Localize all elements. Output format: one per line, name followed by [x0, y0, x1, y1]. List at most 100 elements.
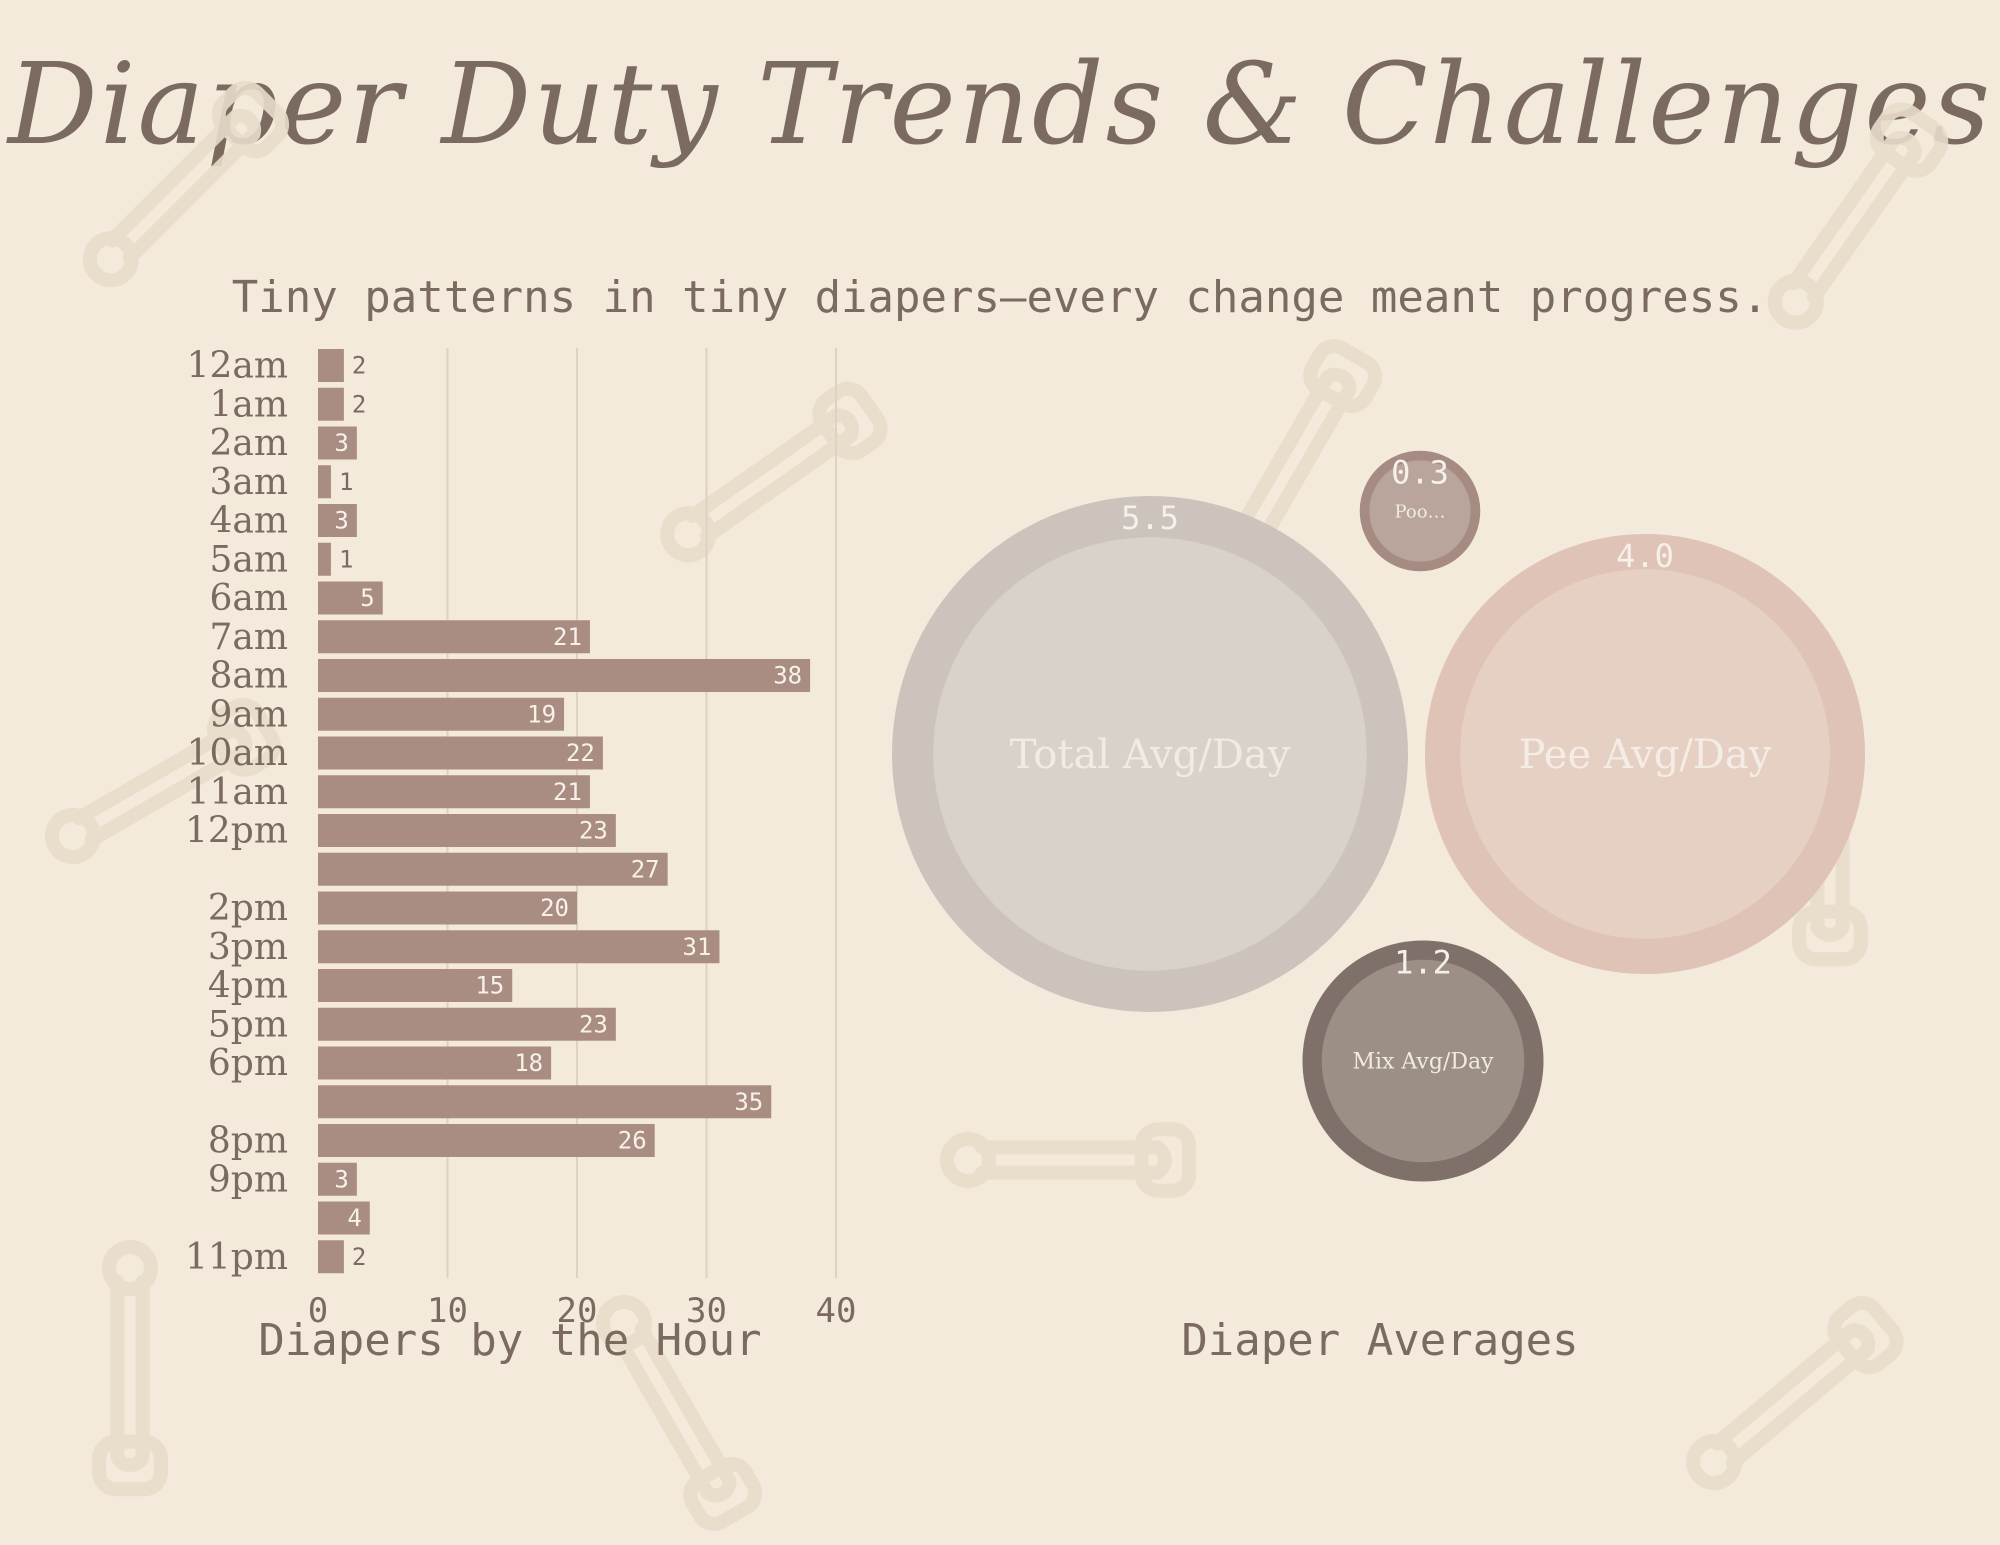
safety-pin-icon: [82, 80, 290, 288]
y-category-label: 5am: [209, 539, 288, 580]
safety-pin-decorations: [45, 80, 1949, 1531]
bar-value-label: 5: [360, 584, 374, 612]
bar: [318, 349, 344, 382]
bubble-inner: [1460, 569, 1830, 939]
safety-pin-icon: [1686, 1296, 1904, 1490]
bar: [318, 659, 811, 692]
bubble-category-label: Mix Avg/Day: [1352, 1050, 1494, 1075]
y-category-label: 9pm: [208, 1159, 288, 1200]
averages-bubble-chart: 5.5 Total Avg/Day 0.3 Poo… 4.0 Pee Avg/Day 1.2…: [892, 450, 1866, 1182]
bar: [318, 1046, 552, 1080]
bar-value-label: 18: [514, 1049, 543, 1077]
y-category-label: 3am: [209, 462, 288, 503]
bar-chart-title: Diapers by the Hour: [258, 1315, 762, 1366]
bar: [318, 775, 590, 809]
bar: [318, 852, 668, 886]
y-category-label: 4am: [209, 501, 288, 542]
bar-value-label: 2: [352, 352, 366, 380]
safety-pin-icon: [660, 381, 888, 563]
y-category-label: 3pm: [208, 927, 288, 968]
bar-value-label: 19: [527, 700, 556, 728]
bubble-category-label: Poo…: [1394, 501, 1445, 522]
y-category-label: 4pm: [208, 966, 288, 1007]
y-category-label: 7am: [209, 617, 288, 658]
bar-value-label: 21: [553, 623, 582, 651]
y-category-label: 12am: [187, 346, 288, 387]
y-category-label: 9am: [209, 694, 288, 735]
bubble-category-label: Pee Avg/Day: [1519, 732, 1772, 778]
bar: [318, 697, 565, 731]
y-category-label: 8pm: [208, 1121, 288, 1162]
bubble: 5.5 Total Avg/Day: [892, 496, 1408, 1012]
x-tick-label: 40: [816, 1291, 857, 1331]
bubble: 1.2 Mix Avg/Day: [1302, 940, 1544, 1182]
bar-value-label: 21: [553, 778, 582, 806]
y-category-label: 2pm: [208, 888, 288, 929]
bubble-value-label: 0.3: [1391, 454, 1449, 492]
bar-value-label: 3: [334, 1165, 348, 1193]
bar: [318, 930, 720, 964]
bar-value-label: 2: [352, 1243, 366, 1271]
page-subtitle: Tiny patterns in tiny diapers—every chan…: [231, 272, 1769, 323]
bar: [318, 387, 344, 421]
bar: [318, 891, 577, 925]
bar: [318, 1240, 344, 1274]
y-category-label: 6am: [209, 578, 288, 619]
bar-value-label: 3: [334, 507, 348, 535]
x-tick-label: 10: [427, 1291, 468, 1331]
bar-value-label: 35: [734, 1088, 763, 1116]
bar: [318, 969, 513, 1002]
bar-value-label: 20: [540, 894, 569, 922]
bar: [318, 736, 603, 770]
bar: [318, 814, 616, 847]
bar-value-label: 4: [347, 1204, 361, 1232]
bar-value-label: 1: [339, 545, 353, 573]
safety-pin-icon: [45, 697, 281, 864]
bubble-category-label: Total Avg/Day: [1010, 732, 1291, 778]
bubble-inner: [933, 537, 1367, 971]
x-tick-label: 0: [308, 1291, 328, 1331]
bubble-value-label: 5.5: [1121, 499, 1179, 537]
bar-value-label: 26: [618, 1127, 647, 1155]
bar: [318, 1201, 370, 1235]
bar-value-label: 22: [566, 739, 595, 767]
y-category-label: 6pm: [208, 1043, 288, 1084]
bar: [318, 465, 331, 499]
bar: [318, 1007, 616, 1041]
bar-value-label: 2: [352, 390, 366, 418]
y-category-label: 11am: [187, 772, 288, 813]
bubble-value-label: 1.2: [1394, 943, 1452, 981]
x-tick-label: 20: [557, 1291, 598, 1331]
y-category-label: 1am: [209, 384, 288, 425]
bar: [318, 1085, 772, 1119]
bar: [318, 426, 357, 460]
y-category-label: 5pm: [208, 1004, 288, 1045]
page-title: Diaper Duty Trends & Challenges: [7, 40, 1993, 170]
y-category-label: 8am: [209, 656, 288, 697]
bubble: 0.3 Poo…: [1359, 450, 1481, 572]
y-category-label: 11pm: [185, 1237, 288, 1278]
bar-value-label: 38: [773, 662, 802, 690]
bubble-value-label: 4.0: [1616, 537, 1674, 575]
bar: [318, 620, 590, 654]
bar-value-label: 27: [631, 855, 660, 883]
y-category-label: 2am: [209, 423, 288, 464]
bar: [318, 1162, 357, 1196]
hourly-bar-chart: 0 10 20 30 40 12am 2 1am 2 2am 3 3am 1 4am 3 5am 1 6am 5 7a…: [185, 346, 856, 1332]
bar-value-label: 31: [683, 933, 712, 961]
safety-pin-icon: [940, 1122, 1197, 1198]
bubble: 4.0 Pee Avg/Day: [1424, 533, 1866, 975]
bubble-inner: [1369, 460, 1471, 562]
safety-pin-icon: [1767, 102, 1949, 330]
x-tick-label: 30: [686, 1291, 727, 1331]
safety-pin-icon: [596, 1295, 763, 1531]
bubble-chart-title: Diaper Averages: [1181, 1315, 1579, 1366]
bar-value-label: 23: [579, 817, 608, 845]
bar-value-label: 3: [334, 429, 348, 457]
bar-value-label: 23: [579, 1010, 608, 1038]
bar: [318, 542, 331, 576]
bubble-inner: [1321, 959, 1525, 1163]
bar-value-label: 1: [339, 468, 353, 496]
bar: [318, 504, 357, 537]
